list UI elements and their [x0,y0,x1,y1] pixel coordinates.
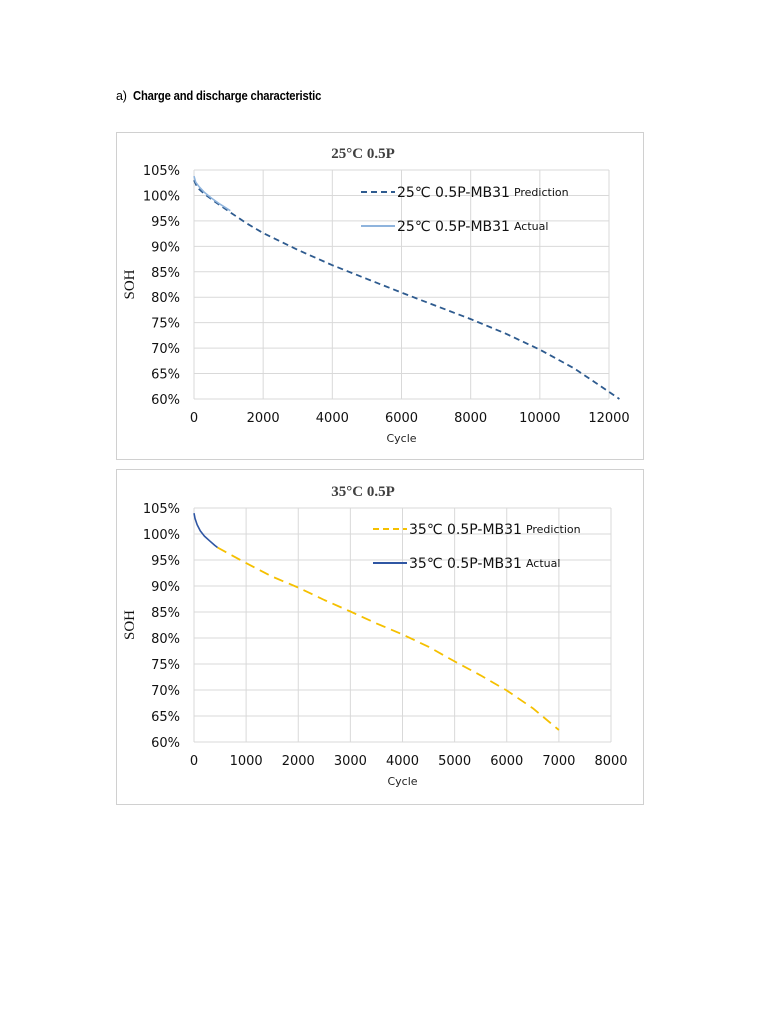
chart-35c-ytick-label: 85% [151,606,180,621]
chart-35c-legend-name: 35℃ 0.5P-MB31 [409,522,522,538]
chart-25c-ytick-label: 95% [151,215,180,230]
chart-35c-legend-suffix: Prediction [526,523,581,536]
chart-25c-ytick-label: 80% [151,291,180,306]
section-title: Charge and discharge characteristic [132,89,321,103]
chart-35c-xtick-label: 4000 [386,754,419,769]
chart-35c-legend-name: 35℃ 0.5P-MB31 [409,556,522,572]
chart-25c: 25°C 0.5P 60% 65% 70% 75% 80% 85% 90% 95% 100% 105… [116,132,644,460]
chart-35c-ytick-label: 90% [151,580,180,595]
chart-35c-ytick-label: 75% [151,658,180,673]
chart-25c-ytick-label: 75% [151,317,180,332]
chart-25c-xtick-label: 8000 [454,411,487,426]
chart-35c-ytick-label: 80% [151,632,180,647]
section-marker: a) [116,89,127,103]
chart-35c-ytick-label: 60% [151,736,180,751]
chart-35c-ytick-label: 100% [143,528,180,543]
chart-25c-xtick-label: 6000 [385,411,418,426]
chart-25c-xtick-label: 2000 [247,411,280,426]
chart-35c-x-axis-label: Cycle [387,775,417,788]
chart-35c-series-actual-line [193,513,218,549]
chart-25c-ytick-label: 85% [151,266,180,281]
chart-25c-ytick-label: 100% [143,189,180,204]
chart-25c-ytick-label: 105% [143,164,180,179]
chart-35c-legend-suffix: Actual [526,557,560,570]
chart-35c-ytick-label: 65% [151,710,180,725]
chart-25c-xtick-label: 10000 [519,411,560,426]
chart-25c-xtick-label: 0 [190,411,198,426]
chart-35c-title: 35°C 0.5P [331,484,395,500]
chart-25c-xtick-label: 4000 [316,411,349,426]
chart-25c-ytick-label: 65% [151,368,180,383]
section-heading: a) Charge and discharge characteristic [116,89,342,103]
chart-25c-legend-suffix: Prediction [514,186,569,199]
chart-35c-xtick-label: 8000 [594,754,627,769]
chart-25c-ytick-label: 70% [151,342,180,357]
chart-35c-ytick-label: 95% [151,554,180,569]
chart-35c-ytick-label: 70% [151,684,180,699]
chart-35c-series-prediction-line [217,546,560,731]
chart-35c-svg: 35°C 0.5P 60% 65% 70% 75% 80% 85% 90% 95% 100% 105… [122,484,628,788]
chart-25c-series-actual-line [193,175,231,212]
chart-35c-xtick-label: 6000 [490,754,523,769]
chart-35c-xtick-label: 1000 [230,754,263,769]
chart-35c-xtick-label: 7000 [542,754,575,769]
chart-35c-ytick-label: 105% [143,502,180,517]
chart-35c-y-axis-label: SOH [122,610,138,640]
chart-35c-xtick-label: 5000 [438,754,471,769]
chart-25c-x-axis-label: Cycle [386,432,416,445]
chart-25c-title: 25°C 0.5P [331,146,395,162]
chart-25c-series-prediction-line [193,179,620,400]
chart-25c-legend-name: 25℃ 0.5P-MB31 [397,185,510,201]
chart-25c-svg: 25°C 0.5P 60% 65% 70% 75% 80% 85% 90% 95% 100% 105… [122,146,630,445]
chart-25c-ytick-label: 90% [151,240,180,255]
chart-25c-ytick-label: 60% [151,393,180,408]
chart-35c-xtick-label: 2000 [282,754,315,769]
chart-25c-legend-suffix: Actual [514,220,548,233]
chart-25c-legend-name: 25℃ 0.5P-MB31 [397,219,510,235]
chart-35c-xtick-label: 3000 [334,754,367,769]
chart-35c: 35°C 0.5P 60% 65% 70% 75% 80% 85% 90% 95% 100% 105… [116,469,644,805]
chart-25c-y-axis-label: SOH [122,269,138,299]
chart-35c-xtick-label: 0 [190,754,198,769]
chart-25c-xtick-label: 12000 [588,411,629,426]
